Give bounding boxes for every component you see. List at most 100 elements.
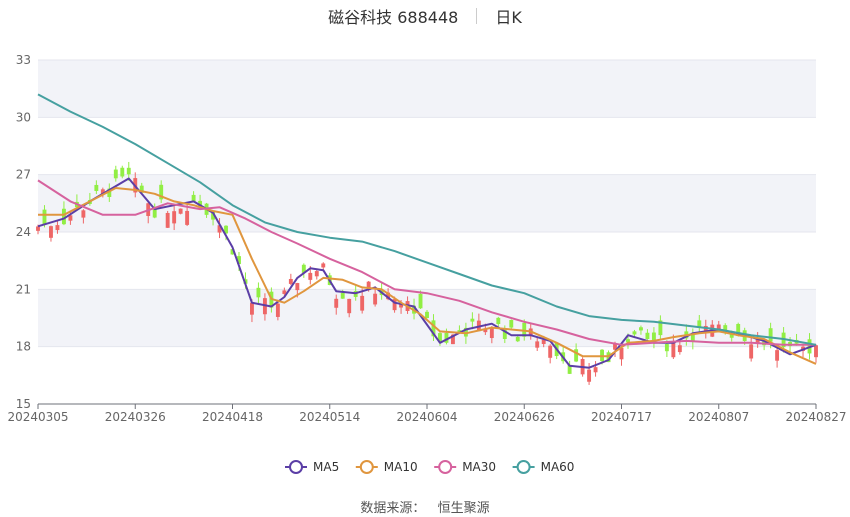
candle-body — [736, 323, 741, 337]
x-tick-label: 20240717 — [591, 410, 652, 424]
moving-average-lines — [37, 93, 817, 369]
candle-body — [664, 343, 669, 352]
candle-body — [690, 334, 695, 342]
grid-lines — [38, 59, 816, 348]
candle-body — [191, 194, 196, 202]
candle-body — [444, 332, 449, 343]
candle-body — [152, 206, 157, 218]
candle-body — [185, 210, 190, 225]
candle-body — [165, 212, 170, 228]
y-tick-label: 15 — [16, 397, 31, 411]
source-name: 恒生聚源 — [437, 501, 490, 516]
candle-body — [658, 320, 663, 336]
y-tick-label: 27 — [16, 168, 31, 182]
candle-body — [431, 320, 436, 337]
candle-body — [321, 263, 326, 268]
candle-body — [217, 225, 222, 233]
candle-body — [308, 272, 313, 280]
candle-body — [697, 320, 702, 328]
candle-body — [755, 339, 760, 344]
candle-body — [256, 287, 261, 298]
candle-body — [49, 226, 53, 238]
ma5-legend-label: MA5 — [313, 460, 339, 474]
candle-body — [496, 317, 501, 324]
candle-body — [275, 303, 280, 317]
candle-body — [515, 336, 520, 342]
candle-body — [541, 339, 546, 345]
ma30-legend-marker — [438, 460, 453, 474]
ma5-legend-marker — [289, 460, 303, 474]
source-label: 数据来源： — [360, 501, 426, 516]
x-tick-label: 20240305 — [7, 410, 68, 424]
candle-body — [438, 333, 442, 343]
candle-body — [814, 345, 818, 358]
candle-body — [509, 319, 514, 328]
candle-body — [301, 264, 306, 273]
candle-body — [360, 295, 365, 311]
candle-body — [139, 185, 144, 193]
candle-body — [230, 249, 235, 255]
candle-body — [334, 298, 339, 308]
y-tick-label: 30 — [16, 110, 31, 124]
candle-body — [450, 334, 455, 345]
candle-body — [282, 290, 287, 294]
candle-body — [126, 167, 131, 175]
candle-body — [418, 293, 423, 309]
chart-title: 磁谷科技 688448 日K — [0, 4, 850, 28]
ma60-legend-label: MA60 — [541, 460, 575, 474]
candle-body — [81, 210, 86, 218]
plot-bands — [38, 60, 816, 347]
ma10-legend-label: MA10 — [384, 460, 418, 474]
plot-band — [38, 60, 816, 118]
candle-body — [619, 347, 624, 360]
candle-body — [567, 365, 572, 374]
candle-body — [593, 367, 598, 373]
ma30-legend-label: MA30 — [462, 460, 496, 474]
candle-body — [107, 188, 112, 198]
candle-body — [36, 226, 40, 231]
candle-body — [159, 184, 164, 200]
y-tick-label: 33 — [16, 53, 31, 67]
candle-body — [632, 331, 637, 335]
candle-body — [425, 311, 429, 319]
y-tick-label: 18 — [16, 340, 31, 354]
candle-body — [749, 344, 754, 359]
candle-body — [55, 225, 60, 231]
candle-body — [172, 211, 177, 224]
candle-body — [386, 292, 391, 300]
candle-body — [237, 256, 241, 265]
candle-body — [639, 327, 643, 331]
x-tick-label: 20240604 — [396, 410, 457, 424]
ma10-legend-marker — [359, 460, 374, 474]
candle-body — [671, 341, 676, 358]
ma60-line — [37, 93, 817, 346]
candle-body — [288, 278, 293, 284]
candle-body — [613, 343, 617, 350]
y-tick-label: 24 — [16, 225, 31, 239]
candle-body — [399, 303, 404, 308]
data-source: 数据来源： 恒生聚源 — [0, 497, 850, 516]
candle-body — [392, 299, 397, 311]
candle-body — [340, 292, 345, 299]
ma60-legend-marker — [516, 460, 531, 474]
candle-body — [68, 215, 73, 221]
candle-body — [651, 332, 656, 343]
candle-body — [347, 298, 352, 314]
ma10-line — [38, 187, 817, 365]
x-axis: 20240305 20240326 20240418 20240514 20240604… — [7, 403, 847, 424]
candle-body — [587, 369, 592, 382]
candle-body — [100, 189, 105, 195]
candle-body — [457, 330, 462, 334]
candle-body — [314, 271, 319, 277]
candle-body — [548, 345, 553, 358]
candle-body — [775, 350, 780, 361]
candle-body — [295, 283, 300, 291]
plot-band — [38, 174, 816, 232]
candle-body — [120, 167, 125, 177]
x-tick-label: 20240326 — [105, 410, 166, 424]
x-tick-label: 20240827 — [785, 410, 846, 424]
candle-body — [113, 169, 118, 179]
candle-body — [211, 211, 215, 220]
candle-body — [645, 332, 650, 340]
